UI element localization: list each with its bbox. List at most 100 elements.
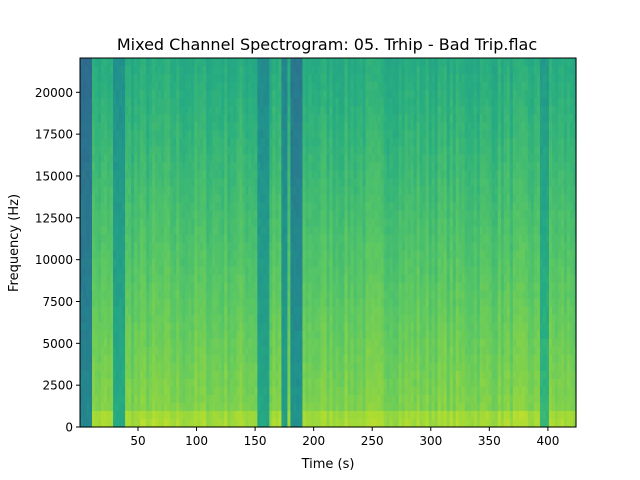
heatmap-cell xyxy=(308,410,313,420)
heatmap-cell xyxy=(299,322,304,332)
heatmap-cell xyxy=(149,258,153,268)
heatmap-cell xyxy=(170,242,174,252)
heatmap-cell xyxy=(233,234,237,244)
heatmap-cell xyxy=(293,226,298,236)
heatmap-cell xyxy=(272,130,276,139)
heatmap-cell xyxy=(266,418,270,428)
heatmap-cell xyxy=(341,250,346,260)
heatmap-cell xyxy=(278,138,283,147)
heatmap-cell xyxy=(122,82,126,91)
heatmap-cell xyxy=(116,330,120,340)
heatmap-cell xyxy=(326,106,331,115)
heatmap-cell xyxy=(83,218,87,228)
heatmap-cell xyxy=(254,394,258,404)
heatmap-cell xyxy=(224,146,228,155)
heatmap-cell xyxy=(92,98,96,107)
heatmap-cell xyxy=(236,186,240,195)
heatmap-cell xyxy=(164,210,168,220)
heatmap-cell xyxy=(272,330,276,340)
heatmap-cell xyxy=(98,138,102,147)
heatmap-cell xyxy=(350,114,355,123)
heatmap-cell xyxy=(203,250,207,260)
heatmap-cell xyxy=(101,330,105,340)
heatmap-cell xyxy=(158,146,162,155)
heatmap-cell xyxy=(227,106,231,115)
heatmap-cell xyxy=(149,306,153,316)
heatmap-cell xyxy=(215,122,219,131)
heatmap-cell xyxy=(260,290,264,300)
heatmap-cell xyxy=(359,138,364,147)
heatmap-cell xyxy=(155,130,159,139)
heatmap-cell xyxy=(383,226,388,236)
heatmap-cell xyxy=(221,242,225,252)
heatmap-cell xyxy=(392,370,397,380)
heatmap-cell xyxy=(167,66,171,75)
heatmap-cell xyxy=(83,74,87,83)
heatmap-cell xyxy=(404,226,409,236)
heatmap-cell xyxy=(365,122,370,131)
heatmap-cell xyxy=(131,330,135,340)
heatmap-cell xyxy=(305,290,310,300)
heatmap-cell xyxy=(233,194,237,203)
heatmap-cell xyxy=(92,234,96,244)
heatmap-cell xyxy=(263,186,267,195)
heatmap-cell xyxy=(113,370,117,380)
heatmap-cell xyxy=(125,298,129,308)
heatmap-cell xyxy=(323,66,328,75)
heatmap-cell xyxy=(362,362,367,372)
heatmap-cell xyxy=(344,274,349,284)
heatmap-cell xyxy=(122,90,126,99)
heatmap-cell xyxy=(89,386,93,396)
heatmap-cell xyxy=(92,386,96,396)
heatmap-cell xyxy=(185,410,189,420)
heatmap-cell xyxy=(356,250,361,260)
heatmap-cell xyxy=(143,362,147,372)
heatmap-cell xyxy=(128,114,132,123)
heatmap-cell xyxy=(383,74,388,83)
heatmap-cell xyxy=(287,218,292,228)
heatmap-cell xyxy=(233,386,237,396)
heatmap-cell xyxy=(233,410,237,420)
heatmap-cell xyxy=(260,346,264,356)
heatmap-cell xyxy=(116,90,120,99)
heatmap-cell xyxy=(200,346,204,356)
heatmap-cell xyxy=(164,202,168,212)
heatmap-cell xyxy=(263,394,267,404)
heatmap-cell xyxy=(203,386,207,396)
heatmap-cell xyxy=(221,290,225,300)
heatmap-cell xyxy=(368,354,373,364)
heatmap-cell xyxy=(341,162,346,171)
heatmap-cell xyxy=(359,210,364,220)
heatmap-cell xyxy=(317,218,322,228)
heatmap-cell xyxy=(209,354,213,364)
heatmap-cell xyxy=(164,162,168,171)
heatmap-cell xyxy=(254,362,258,372)
heatmap-cell xyxy=(347,178,352,187)
heatmap-cell xyxy=(110,386,114,396)
heatmap-cell xyxy=(281,346,286,356)
heatmap-cell xyxy=(332,338,337,348)
heatmap-cell xyxy=(80,162,84,171)
heatmap-cell xyxy=(110,58,114,67)
heatmap-cell xyxy=(281,58,286,67)
heatmap-cell xyxy=(227,178,231,187)
heatmap-cell xyxy=(209,146,213,155)
heatmap-cell xyxy=(149,186,153,195)
heatmap-cell xyxy=(353,130,358,139)
heatmap-cell xyxy=(368,378,373,388)
heatmap-cell xyxy=(155,114,159,123)
heatmap-cell xyxy=(293,306,298,316)
heatmap-cell xyxy=(152,98,156,107)
heatmap-cell xyxy=(188,242,192,252)
heatmap-cell xyxy=(104,242,108,252)
heatmap-cell xyxy=(344,82,349,91)
heatmap-cell xyxy=(176,170,180,179)
heatmap-cell xyxy=(356,330,361,340)
heatmap-cell xyxy=(107,362,111,372)
heatmap-cell xyxy=(89,266,93,276)
heatmap-cell xyxy=(140,290,144,300)
heatmap-cell xyxy=(341,362,346,372)
heatmap-cell xyxy=(158,218,162,228)
heatmap-cell xyxy=(266,338,270,348)
heatmap-cell xyxy=(185,330,189,340)
